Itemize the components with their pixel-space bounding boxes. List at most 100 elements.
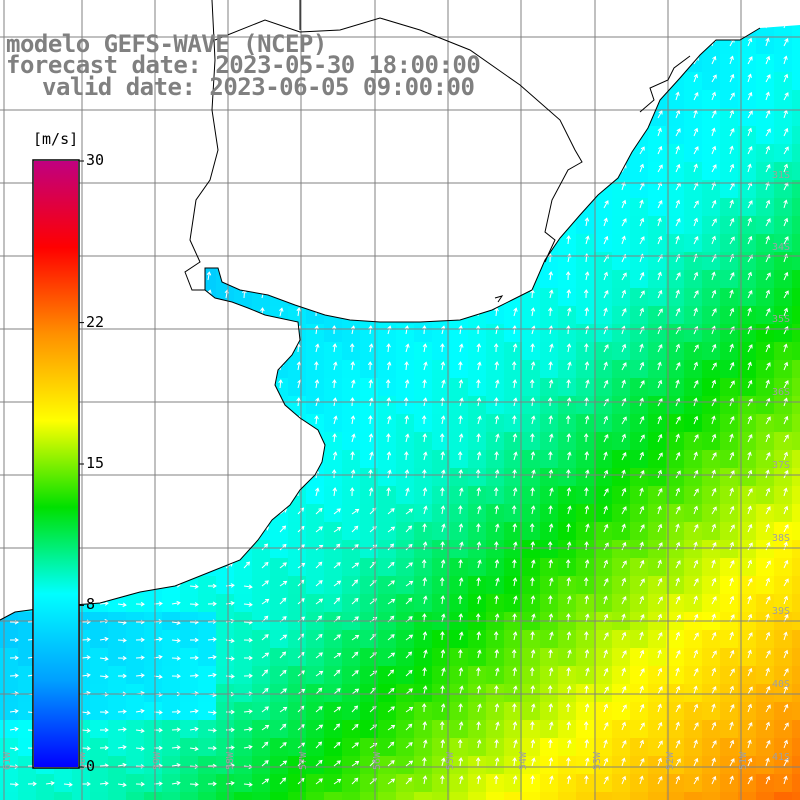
wind-arrow — [765, 181, 770, 191]
wind-cell — [594, 306, 612, 324]
lon-label: 59W — [152, 751, 163, 770]
wind-cell — [504, 378, 522, 396]
wind-arrow — [243, 673, 253, 679]
wind-arrow — [783, 199, 788, 209]
wind-cell — [558, 756, 576, 774]
wind-arrow — [387, 634, 395, 641]
wind-arrow — [279, 760, 288, 767]
wind-cell — [432, 648, 450, 666]
wind-cell — [342, 504, 360, 522]
wind-cell — [234, 702, 252, 720]
wind-cell — [576, 324, 594, 342]
wind-arrow — [711, 740, 717, 749]
wind-arrow — [765, 560, 771, 569]
wind-arrow — [513, 595, 518, 605]
wind-cell — [108, 792, 126, 800]
wind-cell — [198, 684, 216, 702]
wind-arrow — [783, 307, 789, 317]
wind-arrow — [351, 760, 360, 767]
wind-arrow — [351, 688, 360, 695]
wind-cell — [450, 396, 468, 414]
wind-cell — [378, 594, 396, 612]
longitude-labels: 61W 60W 59W 58W 57W 56W 55W 54W 53W 52W 51W — [2, 751, 749, 770]
wind-cell — [396, 468, 414, 486]
wind-arrow — [135, 601, 145, 607]
wind-arrow — [621, 740, 627, 749]
wind-cell — [558, 738, 576, 756]
wind-cell — [792, 324, 800, 342]
wind-arrow — [387, 724, 396, 731]
wind-arrow — [711, 757, 716, 767]
wind-arrow — [477, 703, 482, 713]
wind-cell — [126, 738, 144, 756]
wind-arrow — [441, 325, 446, 335]
wind-arrow — [477, 415, 482, 425]
wind-cell — [162, 702, 180, 720]
wind-cell — [18, 756, 36, 774]
wind-arrow — [243, 726, 253, 732]
wind-cell — [18, 738, 36, 756]
wind-cell — [648, 486, 666, 504]
wind-arrow — [729, 631, 734, 641]
wind-cell — [540, 414, 558, 432]
wind-arrow — [783, 703, 789, 713]
wind-cell — [0, 630, 18, 648]
wind-cell — [486, 450, 504, 468]
wind-arrow — [566, 469, 571, 479]
wind-cell — [468, 450, 486, 468]
lat-label: 36S — [772, 387, 790, 398]
wind-cell — [630, 162, 648, 180]
wind-arrow — [565, 415, 571, 425]
wind-cell — [666, 324, 684, 342]
wind-cell — [666, 306, 684, 324]
wind-arrow — [458, 559, 463, 569]
wind-cell — [684, 648, 702, 666]
wind-arrow — [584, 739, 590, 749]
wind-arrow — [315, 670, 324, 677]
wind-arrow — [603, 415, 609, 425]
wind-arrow — [657, 344, 663, 353]
wind-arrow — [584, 685, 589, 695]
wind-cell — [378, 450, 396, 468]
wind-cell — [630, 216, 648, 234]
wind-cell — [486, 684, 504, 702]
wind-cell — [612, 252, 630, 270]
wind-cell — [288, 522, 306, 540]
wind-arrow — [603, 271, 609, 281]
wind-arrow — [711, 145, 717, 155]
wind-cell — [198, 774, 216, 792]
wind-arrow — [693, 703, 699, 713]
wind-cell — [270, 792, 288, 800]
wind-arrow — [639, 163, 645, 173]
wind-cell — [666, 450, 684, 468]
wind-arrow — [349, 487, 355, 497]
wind-cell — [522, 306, 540, 324]
wind-cell — [306, 630, 324, 648]
wind-cell — [504, 684, 522, 702]
wind-arrow — [422, 667, 427, 677]
wind-arrow — [657, 235, 663, 245]
wind-cell — [684, 324, 702, 342]
wind-cell — [576, 270, 594, 288]
wind-cell — [594, 792, 612, 800]
wind-arrow — [783, 361, 789, 371]
wind-arrow — [81, 728, 91, 733]
wind-arrow — [584, 271, 590, 281]
wind-cell — [504, 594, 522, 612]
wind-cell — [684, 414, 702, 432]
wind-arrow — [404, 451, 409, 461]
wind-cell — [630, 468, 648, 486]
wind-cell — [630, 432, 648, 450]
wind-arrow — [350, 469, 356, 479]
wind-arrow — [747, 578, 753, 587]
wind-cell — [666, 360, 684, 378]
wind-cell — [360, 432, 378, 450]
wind-arrow — [711, 110, 717, 119]
wind-cell — [720, 738, 738, 756]
wind-arrow — [729, 758, 735, 767]
wind-arrow — [747, 271, 753, 281]
wind-arrow — [279, 580, 288, 587]
wind-cell — [648, 288, 666, 306]
wind-arrow — [10, 637, 19, 643]
wind-cell — [288, 540, 306, 558]
